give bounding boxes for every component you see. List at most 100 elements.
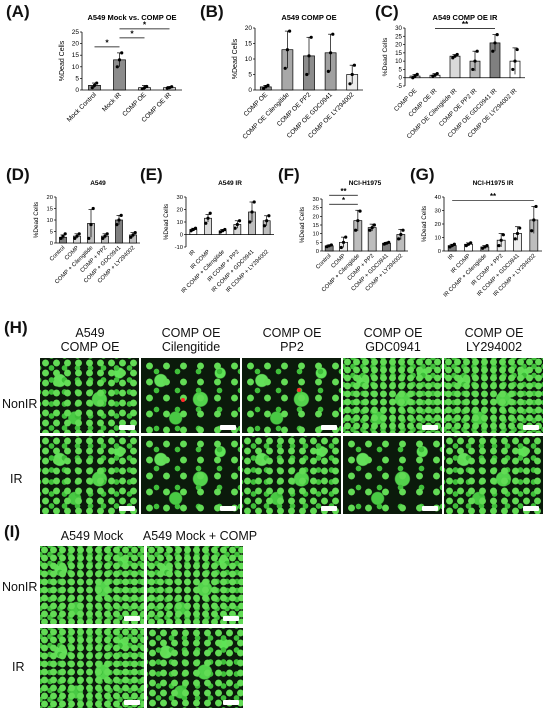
- chart-d-point: [61, 234, 65, 238]
- chart-a-title: A549 Mock vs. COMP OE: [87, 13, 176, 22]
- chart-f-y-tick-label: 30: [313, 197, 319, 203]
- chart-c-point: [491, 49, 495, 53]
- chart-b-point: [309, 35, 313, 39]
- chart-c-y-tick-label: 30: [395, 25, 402, 32]
- panel-h-grid: A549 COMP OE COMP OE Cilengitide COMP OE…: [0, 322, 550, 522]
- chart-f-point: [370, 226, 374, 230]
- chart-e-y-label: %Dead Cells: [163, 204, 170, 240]
- chart-d-point: [63, 232, 67, 236]
- chart-b-y-tick-label: 10: [245, 56, 253, 63]
- chart-b-point: [350, 72, 354, 77]
- chart-b-y-tick-label: 15: [245, 41, 253, 48]
- chart-b-point: [283, 66, 287, 70]
- chart-c-y-tick-label: 0: [399, 75, 403, 82]
- chart-a-point: [115, 65, 119, 69]
- chart-f-point: [387, 240, 391, 244]
- chart-g-y-tick-label: 30: [435, 209, 441, 215]
- chart-e-y-tick-label: 10: [177, 220, 183, 226]
- chart-d-point: [105, 232, 109, 236]
- chart-c-y-tick-label: -5: [396, 83, 402, 90]
- chart-e-y-tick-label: -10: [175, 245, 183, 251]
- chart-g-point: [518, 226, 522, 230]
- chart-c-point: [455, 52, 459, 57]
- chart-a-y-tick-label: 25: [72, 29, 80, 36]
- chart-f-point: [341, 240, 346, 244]
- h-col-head-4: COMP OE GDC0941: [363, 326, 423, 354]
- h-col-head-2: COMP OE Cilengitide: [161, 326, 221, 354]
- chart-g-point: [497, 244, 501, 248]
- chart-f-category-label: Control: [315, 253, 332, 270]
- chart-g-y-tick-label: 10: [435, 236, 441, 242]
- chart-e-point: [208, 211, 212, 215]
- chart-c-y-tick-label: 20: [395, 42, 402, 49]
- chart-g-y-label: %Dead Cells: [421, 206, 428, 242]
- chart-f-point: [372, 223, 376, 227]
- chart-f-point: [358, 209, 362, 213]
- chart-c-point: [435, 71, 439, 76]
- chart-b-y-tick-label: 20: [245, 25, 253, 32]
- chart-c-point: [495, 33, 499, 37]
- chart-b-y-label: %Dead Cells: [232, 38, 239, 79]
- chart-a-point: [120, 51, 124, 55]
- h-col-head-1: A549 COMP OE: [60, 326, 120, 354]
- chart-g-point: [499, 238, 503, 242]
- chart-g-category-label: IR: [447, 253, 455, 261]
- micrograph-h-ir-4: [343, 436, 442, 514]
- chart-a-point: [90, 86, 94, 90]
- chart-d-point: [75, 234, 79, 238]
- chart-d-point: [87, 236, 91, 240]
- chart-e-point: [206, 216, 210, 220]
- chart-b-point: [348, 82, 352, 86]
- chart-e-point: [233, 226, 237, 230]
- chart-f-y-label: %Dead Cells: [299, 207, 306, 243]
- chart-d-point: [117, 218, 121, 222]
- panel-letter-i: (I): [4, 522, 21, 541]
- panel-letter-a: (A): [6, 2, 30, 21]
- chart-d-y-tick-label: 5: [50, 230, 53, 236]
- chart-g-title: NCI-H1975 IR: [473, 180, 514, 187]
- chart-a-y-tick-label: 5: [75, 75, 79, 82]
- chart-c-point: [411, 76, 415, 80]
- chart-b-point: [329, 51, 333, 55]
- panel-letter-e: (E): [140, 165, 163, 184]
- chart-g-point: [532, 218, 536, 222]
- chart-c-point: [413, 74, 417, 78]
- chart-e-y-tick-label: 20: [177, 208, 183, 214]
- i-col-head-1: A549 Mock: [60, 529, 124, 543]
- chart-f-y-tick-label: 5: [316, 240, 319, 246]
- chart-g-point: [452, 242, 456, 246]
- chart-c-y-label: %Dead Cells: [382, 37, 389, 76]
- micrograph-h-nonir-1: [40, 358, 139, 433]
- chart-c-y-tick-label: 15: [395, 50, 402, 57]
- chart-a-y-tick-label: 15: [72, 52, 80, 59]
- panel-letter-c: (C): [375, 2, 399, 21]
- chart-d-point: [59, 236, 63, 240]
- chart-e-point: [204, 221, 208, 225]
- chart-d-point: [129, 235, 133, 239]
- chart-a-category-label: Mock IR: [101, 91, 123, 113]
- micrograph-h-nonir-4: [343, 358, 442, 433]
- chart-c-point: [471, 67, 475, 72]
- chart-d-point: [133, 231, 137, 235]
- chart-b-point: [285, 48, 289, 52]
- chart-c-point: [473, 59, 477, 63]
- chart-c-point: [475, 49, 479, 53]
- chart-b-point: [307, 54, 311, 58]
- chart-g-point: [501, 233, 505, 237]
- chart-e-point: [252, 200, 256, 204]
- micrograph-h-nonir-5: [444, 358, 543, 433]
- h-row-head-nonir: NonIR: [2, 397, 38, 411]
- chart-g-point: [515, 231, 520, 236]
- chart-b-point: [266, 83, 270, 87]
- chart-d-point: [101, 236, 105, 240]
- chart-f-sig-label: *: [342, 196, 346, 205]
- chart-c-title: A549 COMP OE IR: [433, 13, 498, 22]
- chart-d-point: [115, 223, 119, 227]
- panel-letter-b: (B): [200, 2, 224, 21]
- chart-e-point: [267, 214, 271, 218]
- micrograph-i-ir-1: [40, 628, 144, 708]
- chart-g-y-tick-label: 20: [435, 222, 441, 228]
- chart-c-point: [433, 73, 437, 77]
